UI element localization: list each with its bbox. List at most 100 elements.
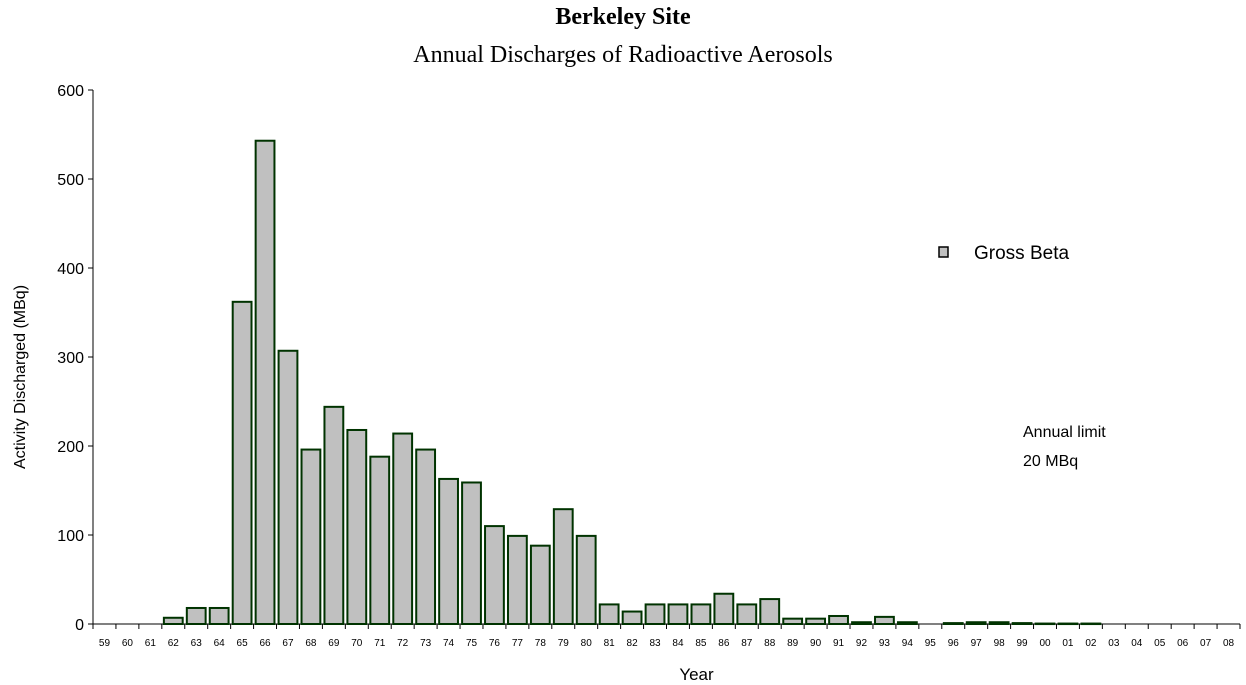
legend-label: Gross Beta: [974, 243, 1069, 264]
bar: [415, 448, 437, 625]
bar: [644, 603, 666, 625]
x-tick-label: 64: [214, 638, 226, 649]
x-tick-label: 02: [1085, 638, 1097, 649]
bar: [552, 508, 574, 625]
bar: [667, 603, 689, 625]
x-tick-label: 69: [328, 638, 340, 649]
legend-swatch: [938, 246, 949, 258]
bar: [254, 139, 276, 625]
bar: [1034, 622, 1056, 626]
bar: [484, 525, 505, 625]
bar: [529, 544, 551, 625]
x-tick-label: 74: [443, 638, 455, 649]
y-tick-label: 500: [57, 172, 84, 189]
x-tick-label: 03: [1108, 638, 1120, 649]
bar: [759, 598, 781, 626]
x-tick-label: 61: [145, 638, 157, 649]
x-tick-label: 00: [1039, 638, 1051, 649]
bar: [575, 534, 597, 626]
x-tick-label: 75: [466, 638, 478, 649]
bar: [988, 621, 1010, 625]
bar: [300, 448, 322, 625]
x-tick-label: 78: [535, 638, 547, 649]
bar: [162, 616, 184, 626]
x-tick-label: 99: [1017, 638, 1029, 649]
bar: [1011, 622, 1033, 625]
x-tick-label: 59: [99, 638, 111, 649]
x-tick-label: 85: [695, 638, 707, 649]
x-tick-label: 76: [489, 638, 501, 649]
x-tick-label: 06: [1177, 638, 1189, 649]
x-tick-label: 04: [1131, 638, 1143, 649]
y-axis-title: Activity Discharged (MBq): [12, 285, 29, 469]
x-tick-label: 95: [925, 638, 937, 649]
bar: [506, 534, 528, 626]
annotation-line-1: Annual limit: [1023, 424, 1106, 441]
bar: [805, 617, 827, 625]
x-tick-label: 81: [604, 638, 616, 649]
chart-title: Berkeley Site: [555, 4, 691, 30]
annotation-line-2: 20 MBq: [1023, 453, 1078, 470]
x-tick-label: 98: [994, 638, 1006, 649]
x-tick-label: 05: [1154, 638, 1166, 649]
bar: [896, 621, 918, 625]
y-tick-label: 300: [57, 350, 84, 367]
x-tick-label: 07: [1200, 638, 1212, 649]
bar: [621, 610, 643, 625]
x-tick-label: 94: [902, 638, 914, 649]
bar: [598, 603, 620, 625]
bar: [828, 614, 849, 625]
bar: [736, 603, 758, 625]
x-tick-label: 70: [351, 638, 363, 649]
bar: [392, 432, 414, 626]
x-tick-label: 89: [787, 638, 799, 649]
x-tick-label: 60: [122, 638, 134, 649]
x-tick-label: 01: [1062, 638, 1074, 649]
bar: [851, 621, 872, 625]
y-tick-label: 600: [57, 83, 84, 100]
x-tick-label: 86: [718, 638, 730, 649]
x-tick-label: 67: [282, 638, 294, 649]
bar: [965, 621, 987, 625]
x-tick-label: 84: [672, 638, 684, 649]
x-tick-label: 63: [191, 638, 203, 649]
bar: [277, 349, 299, 625]
x-tick-label: 62: [168, 638, 180, 649]
x-tick-label: 91: [833, 638, 845, 649]
x-tick-label: 71: [374, 638, 386, 649]
y-tick-label: 400: [57, 261, 84, 278]
x-tick-label: 08: [1223, 638, 1235, 649]
x-tick-label: 87: [741, 638, 753, 649]
bar: [874, 615, 895, 626]
bar: [1057, 622, 1079, 626]
x-tick-label: 79: [558, 638, 570, 649]
bar: [231, 300, 253, 625]
bar: [782, 617, 804, 625]
bar: [461, 481, 482, 625]
x-tick-label: 96: [948, 638, 960, 649]
y-tick-label: 200: [57, 439, 84, 456]
bar: [369, 455, 391, 625]
bar: [323, 405, 345, 625]
bar: [185, 606, 207, 625]
bar: [438, 477, 459, 625]
x-tick-label: 65: [237, 638, 249, 649]
bar: [1080, 622, 1102, 626]
x-tick-label: 66: [259, 638, 271, 649]
x-tick-label: 80: [581, 638, 593, 649]
x-tick-label: 72: [397, 638, 409, 649]
bar: [346, 428, 368, 626]
y-tick-label: 0: [75, 617, 84, 634]
x-tick-label: 97: [971, 638, 983, 649]
x-axis-title: Year: [679, 665, 714, 684]
y-tick-label: 100: [57, 528, 84, 545]
chart-subtitle: Annual Discharges of Radioactive Aerosol…: [413, 42, 833, 68]
x-tick-label: 93: [879, 638, 891, 649]
x-tick-label: 83: [649, 638, 661, 649]
x-tick-label: 88: [764, 638, 776, 649]
bar: [690, 603, 712, 625]
bar: [942, 622, 964, 625]
x-tick-label: 77: [512, 638, 524, 649]
